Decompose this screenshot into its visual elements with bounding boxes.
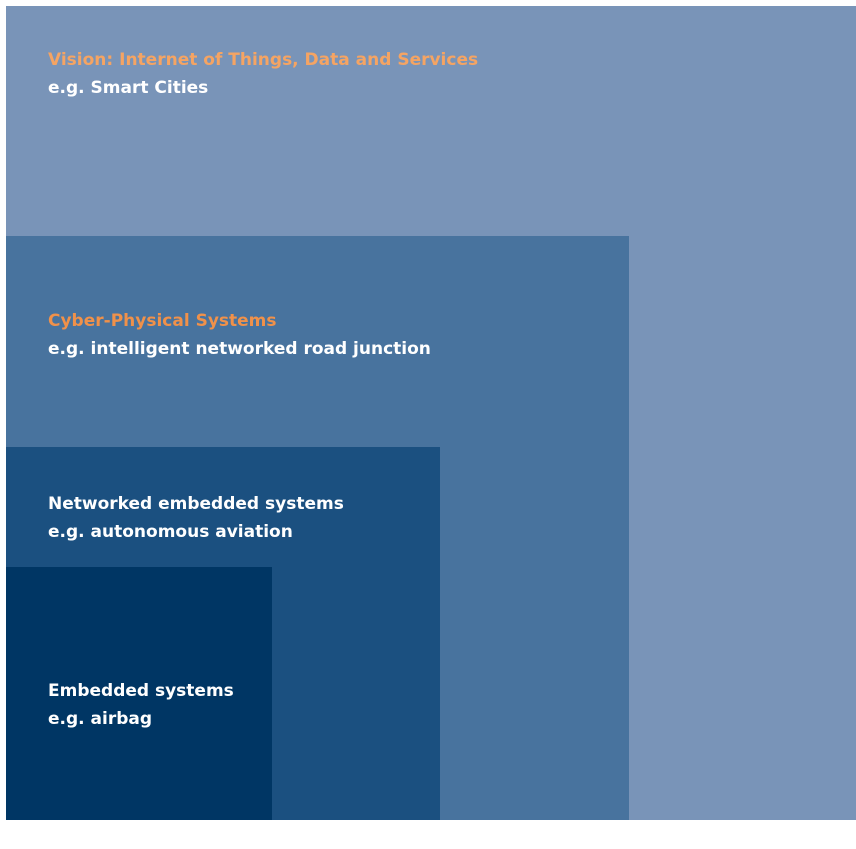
- layer-embedded-systems: Embedded systems e.g. airbag: [6, 567, 272, 820]
- layer-example: e.g. Smart Cities: [48, 78, 209, 98]
- layer-label: Embedded systems e.g. airbag: [48, 677, 234, 733]
- layer-title: Networked embedded systems: [48, 494, 344, 514]
- layer-title: Cyber-Physical Systems: [48, 311, 277, 331]
- layer-label: Cyber-Physical Systems e.g. intelligent …: [48, 307, 431, 363]
- layer-example: e.g. airbag: [48, 709, 153, 729]
- layer-example: e.g. intelligent networked road junction: [48, 339, 431, 359]
- layer-example: e.g. autonomous aviation: [48, 522, 293, 542]
- layer-title: Embedded systems: [48, 681, 234, 701]
- layer-label: Vision: Internet of Things, Data and Ser…: [48, 46, 478, 102]
- layer-title: Vision: Internet of Things, Data and Ser…: [48, 50, 479, 70]
- layer-label: Networked embedded systems e.g. autonomo…: [48, 490, 344, 546]
